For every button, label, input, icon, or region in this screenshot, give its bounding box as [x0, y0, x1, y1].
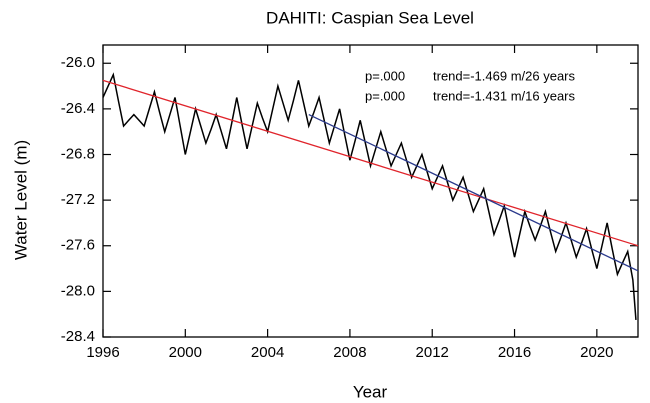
annotation: trend=-1.431 m/16 years — [433, 88, 575, 103]
y-tick-label: -27.2 — [61, 191, 95, 208]
x-tick-label: 2020 — [580, 344, 613, 361]
y-tick-label: -27.6 — [61, 237, 95, 254]
x-tick-label: 2004 — [251, 344, 284, 361]
x-tick-label: 2008 — [333, 344, 366, 361]
x-tick-label: 2000 — [169, 344, 202, 361]
annotation: p=.000 — [365, 88, 405, 103]
x-tick-label: 2016 — [498, 344, 531, 361]
data-line — [102, 79, 639, 247]
y-tick-label: -28.0 — [61, 282, 95, 299]
x-axis-label: Year — [353, 382, 388, 401]
y-tick-label: -26.0 — [61, 54, 95, 71]
chart-title: DAHITI: Caspian Sea Level — [266, 8, 474, 27]
x-tick-label: 1996 — [86, 344, 119, 361]
y-axis-label: Water Level (m) — [11, 140, 30, 260]
annotation: p=.000 — [365, 68, 405, 83]
y-tick-label: -28.4 — [61, 328, 95, 345]
y-tick-label: -26.8 — [61, 145, 95, 162]
x-tick-label: 2012 — [416, 344, 449, 361]
data-line — [102, 72, 637, 320]
plot-frame — [102, 44, 639, 338]
data-line — [308, 113, 639, 272]
y-tick-label: -26.4 — [61, 100, 95, 117]
annotation: trend=-1.469 m/26 years — [433, 68, 575, 83]
